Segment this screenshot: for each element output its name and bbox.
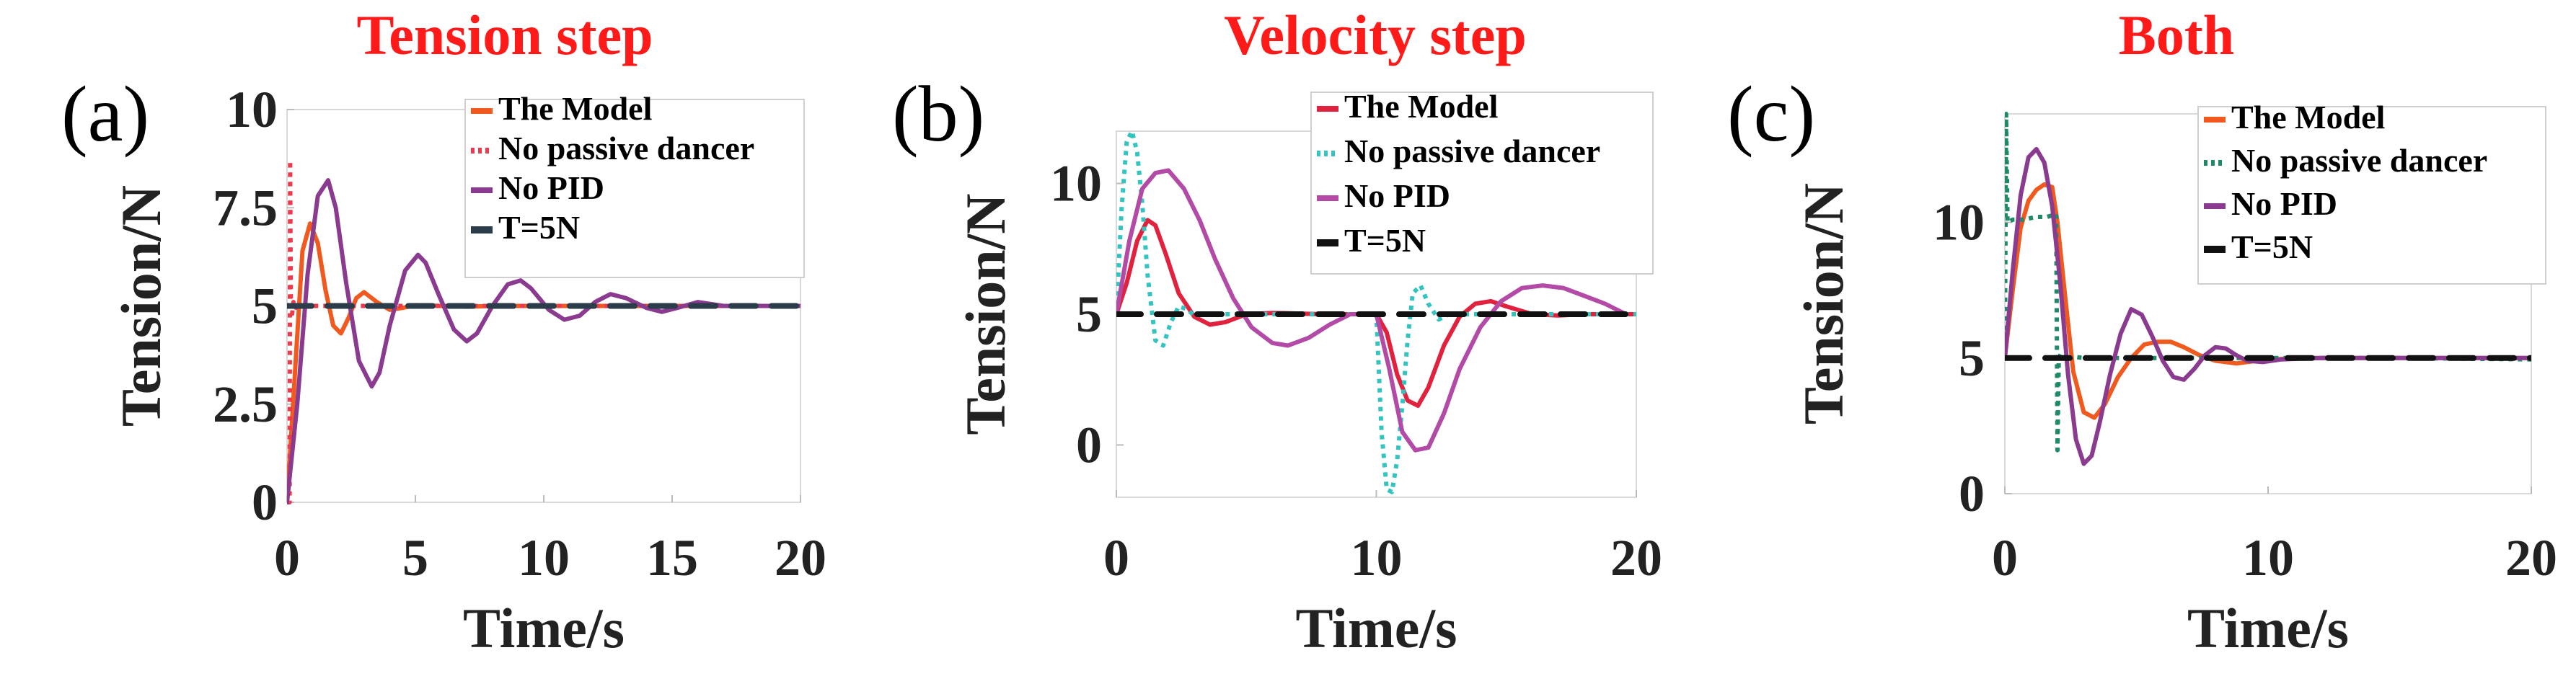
x-tick-label: 0 xyxy=(1103,529,1129,587)
panel-label: (b) xyxy=(892,70,984,158)
y-tick-label: 10 xyxy=(1050,155,1102,213)
legend-label: No PID xyxy=(498,169,604,206)
x-axis-label: Time/s xyxy=(1296,597,1457,659)
legend: The Model No passive dancer No PID T=5N xyxy=(1310,88,1654,275)
chart-title: Velocity step xyxy=(1224,4,1527,66)
y-tick-label: 2.5 xyxy=(213,375,278,433)
legend-box xyxy=(1310,92,1654,275)
legend-label: T=5N xyxy=(2231,228,2313,265)
y-tick-label: 0 xyxy=(1076,416,1102,473)
legend-label: T=5N xyxy=(498,209,580,246)
x-tick-label: 20 xyxy=(775,529,826,587)
x-tick-label: 0 xyxy=(1992,529,2018,587)
x-axis-label: Time/s xyxy=(2187,597,2349,659)
y-tick-label: 5 xyxy=(1076,285,1102,343)
legend-label: No PID xyxy=(1344,177,1450,214)
panel-label: (c) xyxy=(1727,70,1815,158)
legend-label: The Model xyxy=(2231,99,2385,135)
x-tick-label: 10 xyxy=(2242,529,2294,587)
chart-panel-2: Velocity step (b) 0 5 10 0 10 20 Time/s Tension/N… xyxy=(892,4,1662,659)
legend-label: T=5N xyxy=(1344,222,1426,259)
chart-panel-1: Tension step (a) 0 2.5 5 7.5 10 0 5 10 15 20 Time/s T… xyxy=(61,4,826,659)
legend: The Model No passive dancer No PID T=5N xyxy=(2197,99,2546,285)
y-tick-label: 0 xyxy=(1959,465,1985,522)
y-tick-label: 7.5 xyxy=(213,179,278,236)
series-line-no-passive-dancer xyxy=(1116,129,1636,494)
x-tick-label: 10 xyxy=(1351,529,1403,587)
series-line-no-pid xyxy=(2005,146,2531,466)
y-axis-label: Tension/N xyxy=(1792,183,1855,424)
y-axis-label: Tension/N xyxy=(954,193,1017,435)
x-tick-label: 15 xyxy=(646,529,698,587)
y-tick-label: 5 xyxy=(252,277,278,335)
legend-box xyxy=(2197,106,2546,285)
legend-label: No passive dancer xyxy=(498,130,754,166)
x-tick-label: 10 xyxy=(518,529,570,587)
series-line-no-pid xyxy=(287,178,800,504)
chart-panel-3: Both (c) 0 5 10 0 10 20 Time/s Tension/N The Model… xyxy=(1727,4,2557,659)
y-tick-label: 10 xyxy=(1933,194,1985,252)
legend-label: No PID xyxy=(2231,185,2337,222)
x-tick-label: 20 xyxy=(2505,529,2557,587)
x-tick-label: 5 xyxy=(402,529,428,587)
legend-box xyxy=(464,99,805,278)
legend-label: No passive dancer xyxy=(1344,133,1600,169)
legend-label: No passive dancer xyxy=(2231,142,2487,179)
chart-title: Tension step xyxy=(356,4,653,66)
legend-label: The Model xyxy=(498,90,652,127)
y-tick-label: 5 xyxy=(1959,329,1985,387)
y-axis-label: Tension/N xyxy=(110,185,172,427)
panel-label: (a) xyxy=(61,70,149,158)
x-tick-label: 0 xyxy=(274,529,300,587)
x-tick-label: 20 xyxy=(1610,529,1662,587)
chart-title: Both xyxy=(2119,4,2234,66)
y-tick-label: 10 xyxy=(226,81,278,138)
y-tick-label: 0 xyxy=(252,473,278,531)
legend-label: The Model xyxy=(1344,88,1498,125)
x-axis-label: Time/s xyxy=(463,597,625,659)
